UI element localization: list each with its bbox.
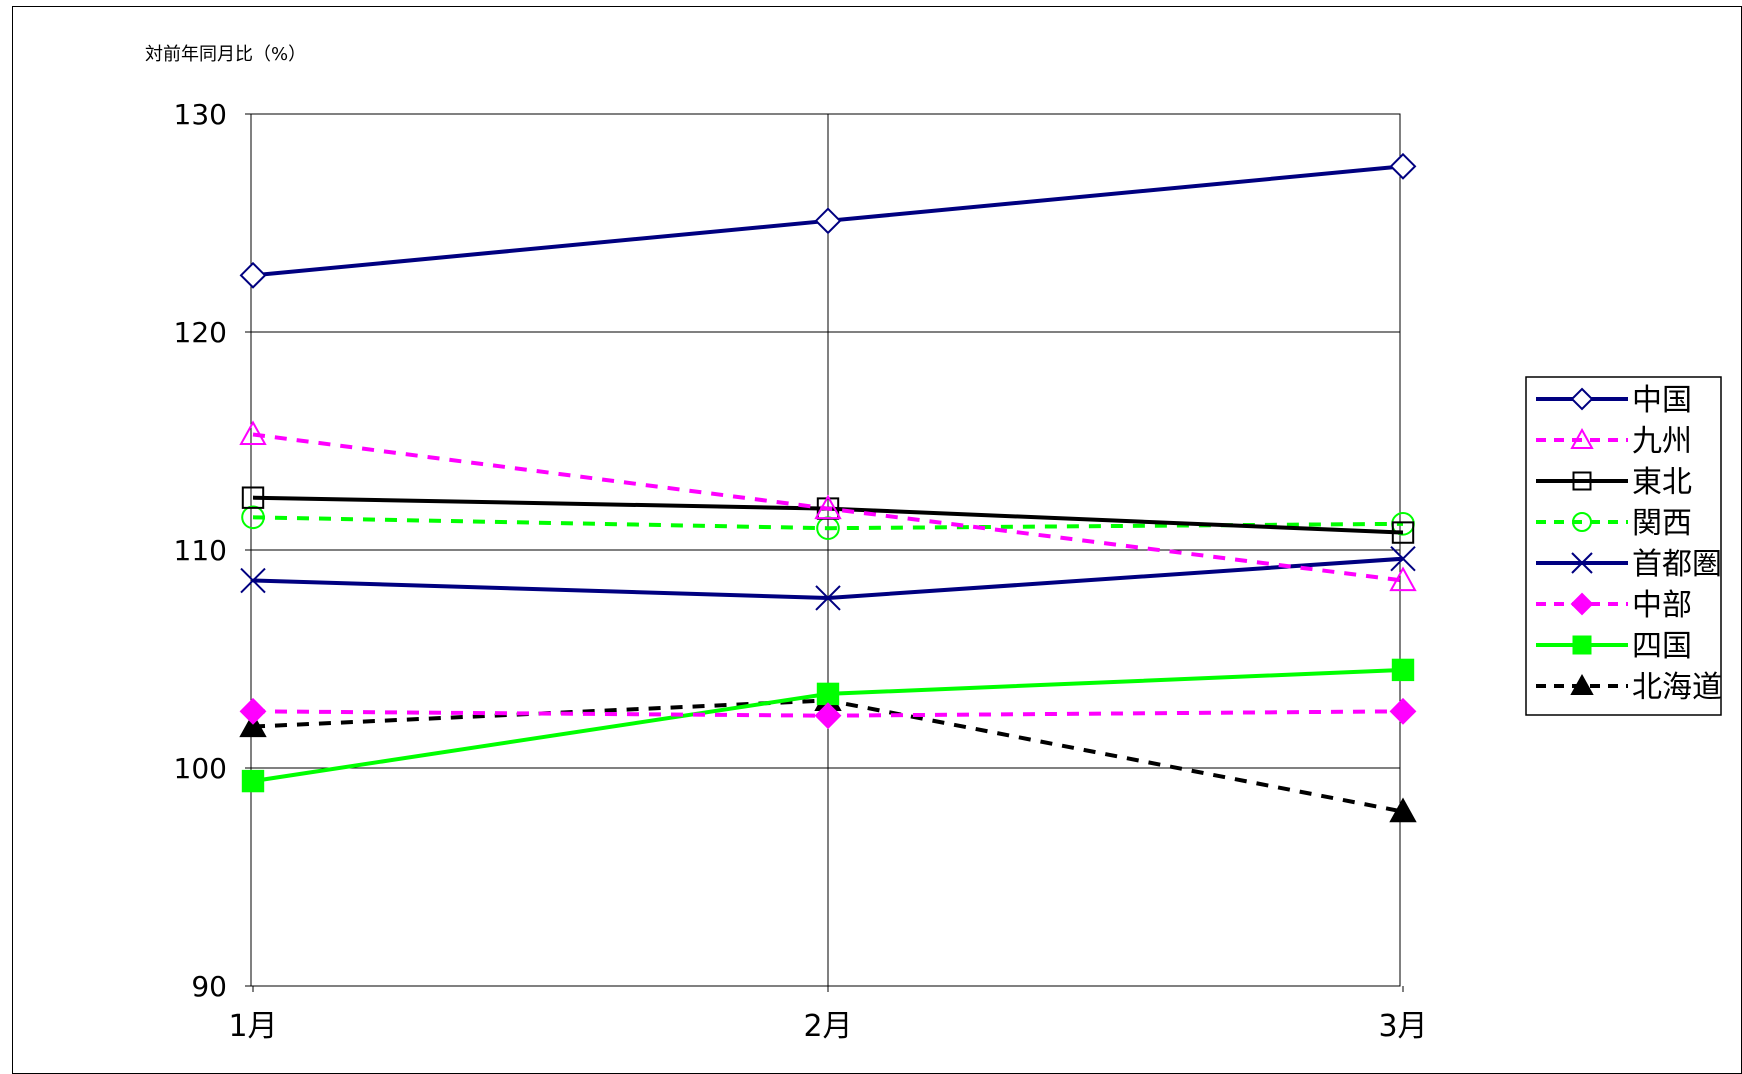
- legend-item: 中部: [1536, 588, 1692, 623]
- series-九州: [239, 420, 1417, 592]
- data-point: [814, 494, 842, 520]
- y-tick-label: 120: [174, 316, 227, 349]
- legend-item: 九州: [1536, 424, 1692, 459]
- series-line: [252, 515, 1404, 531]
- legend-marker: [1570, 592, 1594, 616]
- legend-marker: [1572, 512, 1592, 532]
- legend-label: 中部: [1632, 588, 1692, 623]
- x-tick-label: 1月: [228, 1009, 277, 1044]
- data-point: [1390, 546, 1416, 572]
- x-tick-label: 2月: [803, 1009, 852, 1044]
- x-marker-stroke: [240, 567, 266, 594]
- legend-label: 関西: [1632, 506, 1692, 541]
- legend-marker: [1570, 427, 1594, 449]
- x-marker-stroke: [815, 585, 841, 611]
- legend-box: [1525, 376, 1722, 716]
- data-point: [240, 567, 266, 594]
- y-tick-label: 130: [174, 98, 227, 131]
- y-tick-label: 100: [174, 752, 227, 785]
- legend-marker: [1572, 471, 1592, 491]
- data-point: [241, 486, 265, 509]
- legend-marker: [1572, 635, 1592, 655]
- legend-item: 中国: [1536, 383, 1692, 418]
- legend-item: 関西: [1536, 506, 1692, 541]
- data-point: [816, 682, 840, 706]
- y-axis-label: 対前年同月比（%）: [145, 44, 307, 65]
- series-四国: [241, 658, 1415, 793]
- legend-marker: [1571, 552, 1593, 574]
- series-line: [252, 432, 1404, 583]
- legend-label: 九州: [1632, 424, 1692, 459]
- legend-label: 中国: [1632, 383, 1692, 418]
- legend-marker: [1570, 673, 1594, 695]
- series-首都圏: [240, 546, 1416, 611]
- series-中部: [239, 697, 1417, 730]
- legend-label: 北海道: [1632, 670, 1722, 705]
- x-marker-stroke: [1571, 552, 1593, 574]
- legend-label: 首都圏: [1632, 547, 1722, 582]
- data-point: [239, 420, 267, 446]
- series-中国: [239, 152, 1417, 289]
- data-point: [1389, 152, 1417, 180]
- data-point: [814, 702, 842, 730]
- data-point: [1389, 697, 1417, 725]
- legend-label: 東北: [1632, 465, 1692, 500]
- data-point: [241, 505, 265, 530]
- data-point: [239, 697, 267, 725]
- x-marker-stroke: [1390, 546, 1416, 572]
- data-point: [1389, 797, 1417, 823]
- data-point: [1391, 521, 1415, 544]
- x-tick-label: 3月: [1378, 1009, 1427, 1044]
- legend-item: 北海道: [1536, 670, 1722, 705]
- y-tick-label: 110: [174, 534, 227, 567]
- legend-marker: [1570, 387, 1594, 411]
- data-point: [815, 585, 841, 611]
- y-tick-label: 90: [191, 970, 227, 1003]
- legend-item: 東北: [1536, 465, 1692, 500]
- data-point: [1391, 658, 1415, 682]
- data-point: [241, 769, 265, 793]
- data-point: [814, 207, 842, 235]
- legend-item: 首都圏: [1536, 547, 1722, 582]
- legend-label: 四国: [1632, 629, 1692, 664]
- legend-item: 四国: [1536, 629, 1692, 664]
- data-point: [239, 261, 267, 289]
- data-point: [239, 712, 267, 738]
- data-point: [1389, 566, 1417, 592]
